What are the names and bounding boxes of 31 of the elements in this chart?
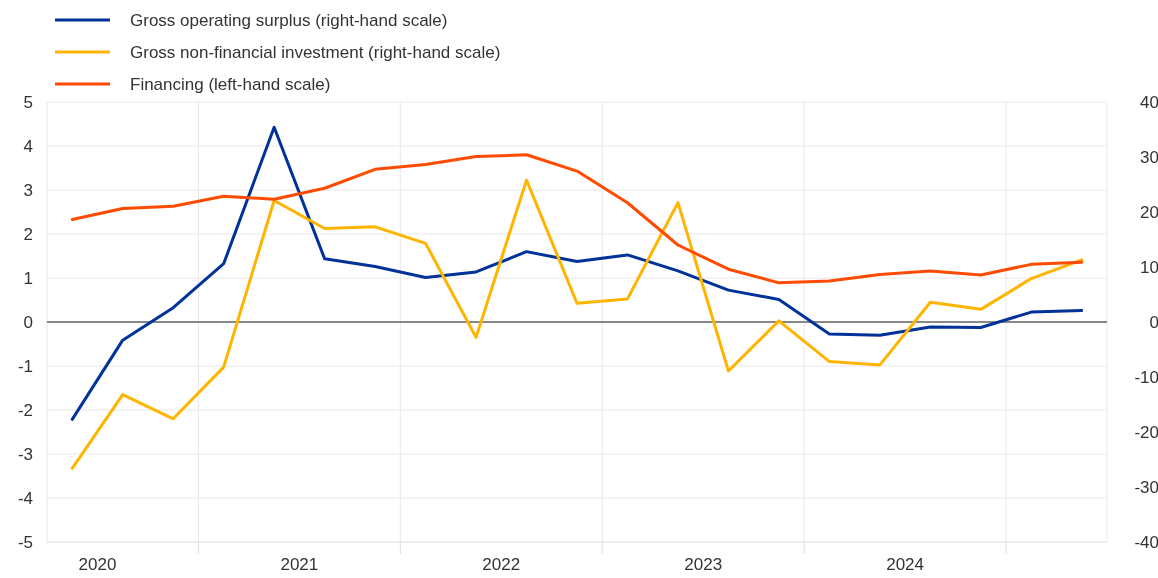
y2-tick-label: -10: [1134, 367, 1158, 387]
x-tick-label: 2022: [482, 555, 521, 574]
x-tick-label: 2024: [886, 555, 925, 574]
y2-tick-label: -20: [1134, 422, 1158, 442]
y2-tick-label: 0: [1149, 312, 1158, 332]
legend-label: Gross operating surplus (right-hand scale): [130, 10, 448, 30]
y-tick-label: 0: [23, 312, 33, 332]
y2-tick-label: 30: [1140, 147, 1158, 167]
y-tick-label: -4: [17, 488, 33, 508]
x-tick-label: 2021: [280, 555, 319, 574]
y-tick-label: 5: [23, 92, 33, 112]
line-series: [70, 178, 1084, 470]
y-tick-label: 3: [23, 180, 33, 200]
y2-tick-label: 10: [1140, 257, 1158, 277]
y2-tick-label: -40: [1134, 532, 1158, 552]
x-tick-label: 2020: [78, 555, 117, 574]
y-tick-label: 4: [23, 136, 33, 156]
line-series: [70, 125, 1084, 421]
y2-tick-label: -30: [1134, 477, 1158, 497]
y-tick-label: 1: [23, 268, 33, 288]
x-tick-label: 2023: [684, 555, 723, 574]
y-tick-label: -2: [17, 400, 33, 420]
legend-label: Financing (left-hand scale): [130, 74, 331, 94]
line-series: [70, 153, 1084, 285]
y2-tick-label: 40: [1140, 92, 1158, 112]
y-tick-label: -3: [17, 444, 33, 464]
legend-label: Gross non-financial investment (right-hand scale): [130, 42, 501, 62]
y-tick-label: -5: [17, 532, 33, 552]
y-tick-label: 2: [23, 224, 33, 244]
y-tick-label: -1: [17, 356, 33, 376]
y2-tick-label: 20: [1140, 202, 1158, 222]
